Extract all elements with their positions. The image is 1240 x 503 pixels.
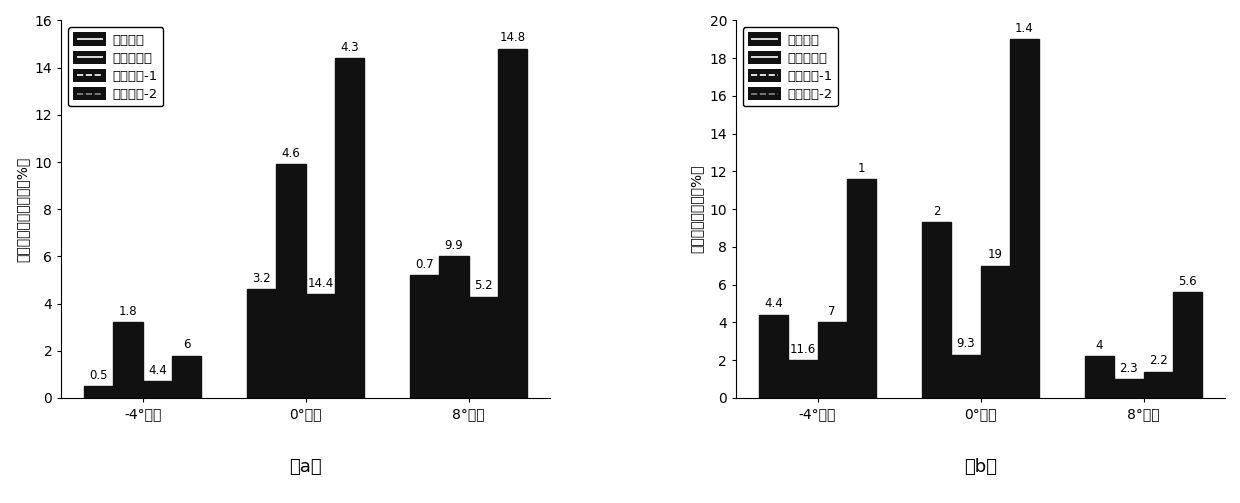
Bar bbox=[277, 164, 306, 398]
Y-axis label: 堵塞系数变化率（%）: 堵塞系数变化率（%） bbox=[689, 165, 704, 254]
Text: 5.2: 5.2 bbox=[474, 279, 492, 292]
Text: 0.5: 0.5 bbox=[89, 369, 108, 382]
Legend: 端壁激励, 吸力面激励, 优化布局-1, 优化布局-2: 端壁激励, 吸力面激励, 优化布局-1, 优化布局-2 bbox=[68, 27, 164, 107]
Text: 3.2: 3.2 bbox=[253, 272, 272, 285]
Bar bbox=[1115, 379, 1143, 398]
Text: 6: 6 bbox=[184, 338, 191, 351]
Bar bbox=[143, 381, 172, 398]
Legend: 端壁激励, 吸力面激励, 优化布局-1, 优化布局-2: 端壁激励, 吸力面激励, 优化布局-1, 优化布局-2 bbox=[743, 27, 838, 107]
Text: 4: 4 bbox=[1096, 339, 1104, 352]
Bar bbox=[84, 386, 114, 398]
Text: 2.3: 2.3 bbox=[1120, 362, 1138, 375]
Bar bbox=[981, 266, 1009, 398]
Bar bbox=[469, 297, 498, 398]
Bar bbox=[1173, 292, 1203, 398]
Text: 4.4: 4.4 bbox=[764, 297, 782, 310]
Text: 4.3: 4.3 bbox=[341, 41, 360, 54]
Text: 1.8: 1.8 bbox=[119, 305, 138, 318]
Bar bbox=[951, 355, 981, 398]
Text: 9.9: 9.9 bbox=[445, 239, 464, 252]
Bar bbox=[335, 58, 365, 398]
Text: 2.2: 2.2 bbox=[1148, 354, 1168, 367]
Bar bbox=[847, 179, 877, 398]
Bar bbox=[759, 315, 789, 398]
Bar bbox=[789, 360, 817, 398]
Bar bbox=[498, 49, 527, 398]
Y-axis label: 总压损失系数变化率（%）: 总压损失系数变化率（%） bbox=[15, 156, 29, 262]
Bar bbox=[921, 222, 951, 398]
Bar bbox=[172, 356, 201, 398]
Bar bbox=[410, 275, 439, 398]
Bar bbox=[306, 294, 335, 398]
Text: （a）: （a） bbox=[289, 458, 322, 476]
Bar bbox=[1009, 39, 1039, 398]
Text: 2: 2 bbox=[932, 205, 940, 218]
Text: 14.8: 14.8 bbox=[500, 31, 526, 44]
Bar bbox=[247, 289, 277, 398]
Text: 5.6: 5.6 bbox=[1178, 275, 1197, 288]
Text: 4.6: 4.6 bbox=[281, 147, 300, 160]
Bar bbox=[817, 322, 847, 398]
Text: 7: 7 bbox=[828, 305, 836, 318]
Text: 14.4: 14.4 bbox=[308, 277, 334, 290]
Bar bbox=[1143, 372, 1173, 398]
Text: （b）: （b） bbox=[963, 458, 997, 476]
Text: 9.3: 9.3 bbox=[956, 337, 975, 350]
Text: 0.7: 0.7 bbox=[415, 258, 434, 271]
Text: 1: 1 bbox=[858, 161, 866, 175]
Text: 19: 19 bbox=[988, 248, 1003, 262]
Text: 4.4: 4.4 bbox=[148, 364, 167, 377]
Text: 1.4: 1.4 bbox=[1016, 22, 1034, 35]
Bar bbox=[114, 322, 143, 398]
Bar bbox=[1085, 357, 1115, 398]
Text: 11.6: 11.6 bbox=[790, 343, 816, 356]
Bar bbox=[439, 257, 469, 398]
